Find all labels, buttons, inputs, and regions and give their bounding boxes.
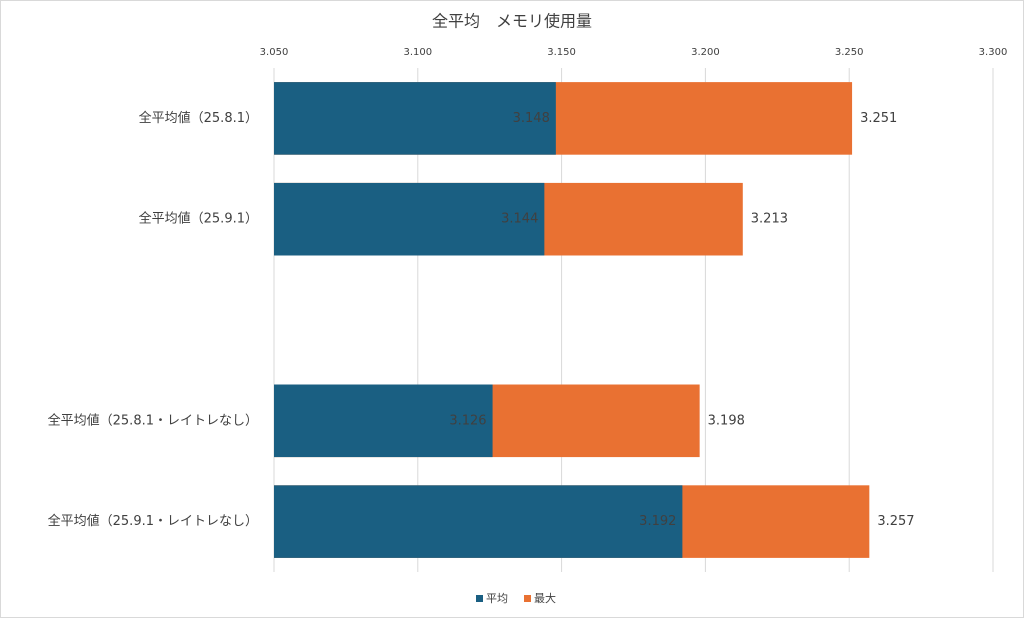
data-label: 3.251 xyxy=(860,111,897,126)
data-label: 3.198 xyxy=(708,413,745,428)
legend-swatch xyxy=(476,595,483,602)
bar xyxy=(274,384,493,458)
x-tick-label: 3.250 xyxy=(835,47,864,58)
data-label: 3.148 xyxy=(513,111,550,126)
data-label: 3.144 xyxy=(501,212,538,227)
chart-title: 全平均 メモリ使用量 xyxy=(432,12,592,31)
legend-label: 平均 xyxy=(486,592,508,605)
x-tick-label: 3.150 xyxy=(547,47,576,58)
y-tick-label: 全平均値（25.8.1・レイトレなし） xyxy=(48,412,258,428)
data-label: 3.257 xyxy=(877,514,914,529)
y-tick-label: 全平均値（25.8.1） xyxy=(139,110,258,126)
y-tick-label: 全平均値（25.9.1・レイトレなし） xyxy=(48,513,258,529)
y-tick-label: 全平均値（25.9.1） xyxy=(139,211,258,227)
bar xyxy=(274,485,683,558)
x-tick-label: 3.200 xyxy=(691,47,720,58)
data-label: 3.192 xyxy=(639,514,676,529)
data-label: 3.213 xyxy=(751,212,788,227)
bar xyxy=(274,182,545,256)
data-label: 3.126 xyxy=(449,413,486,428)
legend-label: 最大 xyxy=(534,591,556,605)
x-tick-label: 3.300 xyxy=(979,47,1008,58)
bar xyxy=(274,82,556,155)
x-tick-label: 3.050 xyxy=(260,47,289,58)
x-tick-label: 3.100 xyxy=(403,47,432,58)
legend-swatch xyxy=(524,595,531,602)
